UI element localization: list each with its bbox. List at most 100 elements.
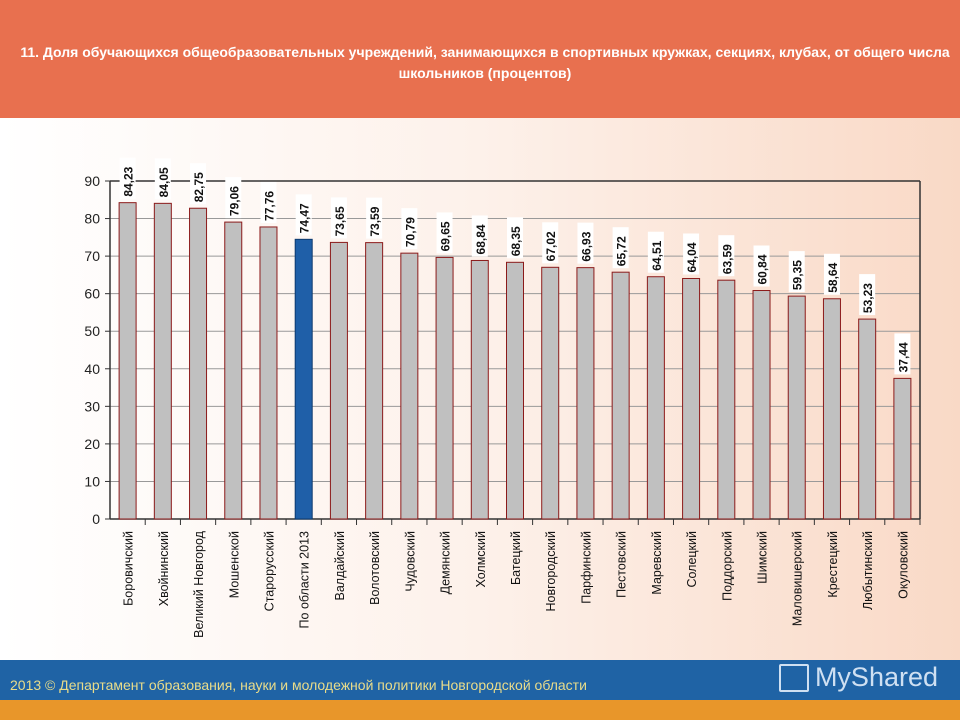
category-label: Батецкий xyxy=(509,531,523,585)
category-label: Демянский xyxy=(439,531,453,594)
value-label: 82,75 xyxy=(192,172,206,202)
bar xyxy=(435,256,454,520)
value-label: 37,44 xyxy=(896,342,910,372)
bar-chart: 0 10 20 30 40 50 60 70 80 90 84,23 Боровичский 84,05… xyxy=(84,157,921,638)
category-label: Великий Новгород xyxy=(192,530,206,638)
bottom-band xyxy=(0,700,960,720)
category-label: Шимский xyxy=(756,531,770,584)
bar xyxy=(118,202,137,520)
value-label-bg xyxy=(471,215,488,257)
value-label: 64,04 xyxy=(685,242,699,272)
bar xyxy=(506,261,524,520)
value-label: 69,65 xyxy=(439,221,453,251)
category-label: Окуловский xyxy=(896,531,910,599)
footer-copyright: 2013 © Департамент образования, науки и … xyxy=(10,677,587,693)
value-label: 84,05 xyxy=(157,167,171,197)
value-label-bg xyxy=(366,197,383,239)
category-label: Любытинский xyxy=(861,531,875,610)
value-label-bg xyxy=(295,194,312,236)
value-label-bg xyxy=(823,253,840,295)
slide-title: 11. Доля обучающихся общеобразовательных… xyxy=(20,44,950,81)
bar xyxy=(576,267,595,520)
value-label-bg xyxy=(718,235,735,277)
myshared-logo[interactable]: MyShared xyxy=(778,662,938,693)
value-label-bg xyxy=(401,208,418,250)
category-label: Новгородский xyxy=(544,531,558,611)
value-label-bg xyxy=(190,163,207,205)
value-label-bg xyxy=(647,231,664,273)
category-label: Поддорский xyxy=(720,531,734,601)
category-label: Чудовский xyxy=(403,531,417,592)
value-label-bg xyxy=(225,177,242,219)
footer-bar: 2013 © Департамент образования, науки и … xyxy=(0,660,960,700)
y-tick-label: 50 xyxy=(84,323,100,339)
category-label: Парфинский xyxy=(579,531,593,604)
category-label: Старорусский xyxy=(262,531,276,611)
value-label-bg xyxy=(260,181,277,223)
value-label: 66,93 xyxy=(579,231,593,261)
y-tick-label: 70 xyxy=(84,248,100,264)
category-label: Валдайский xyxy=(333,531,347,601)
category-label: Мошенской xyxy=(227,531,241,598)
value-label-bg xyxy=(330,197,347,239)
value-label: 70,79 xyxy=(403,217,417,247)
value-label-bg xyxy=(683,233,700,275)
y-tick-label: 30 xyxy=(84,398,100,414)
category-label: Маревский xyxy=(650,531,664,595)
bar xyxy=(682,277,701,520)
value-label: 84,23 xyxy=(122,166,136,196)
y-tick-label: 60 xyxy=(84,286,100,302)
value-label-bg xyxy=(753,245,770,287)
y-tick-label: 0 xyxy=(92,511,100,527)
bar xyxy=(470,259,489,520)
category-label: Пестовский xyxy=(615,531,629,598)
bar xyxy=(329,241,348,520)
value-label: 53,23 xyxy=(861,283,875,313)
bar xyxy=(646,276,665,520)
category-label: Волотовский xyxy=(368,531,382,605)
value-label: 73,65 xyxy=(333,206,347,236)
value-label-bg xyxy=(894,333,911,375)
bar xyxy=(787,295,806,520)
bar xyxy=(189,207,208,520)
bar xyxy=(822,298,841,520)
value-label: 77,76 xyxy=(262,191,276,221)
value-label: 74,47 xyxy=(298,203,312,233)
value-label-bg xyxy=(542,222,559,264)
value-label: 60,84 xyxy=(756,254,770,284)
value-label: 58,64 xyxy=(826,262,840,292)
value-label-bg xyxy=(859,274,876,316)
value-label-bg xyxy=(119,157,136,199)
value-label: 63,59 xyxy=(720,244,734,274)
value-label-bg xyxy=(507,217,523,259)
bar xyxy=(893,377,912,520)
value-label-bg xyxy=(612,227,629,269)
bar xyxy=(400,252,419,520)
category-label: Солецкий xyxy=(685,531,699,588)
logo-text: MyShared xyxy=(814,662,938,692)
category-label: Хвойнинский xyxy=(157,531,171,606)
value-label: 79,06 xyxy=(227,186,241,216)
bar xyxy=(611,271,630,520)
header-band: 11. Доля обучающихся общеобразовательных… xyxy=(0,0,960,118)
value-label-bg xyxy=(577,222,594,264)
category-label: Холмский xyxy=(474,531,488,587)
bar-highlight xyxy=(294,238,313,520)
y-tick-label: 20 xyxy=(84,436,100,452)
bar xyxy=(259,226,278,520)
y-tick-label: 90 xyxy=(84,173,100,189)
bar xyxy=(153,202,172,520)
value-label-bg xyxy=(436,212,453,254)
bar xyxy=(717,279,736,520)
bar xyxy=(858,318,877,520)
value-label: 67,02 xyxy=(544,231,558,261)
value-label: 65,72 xyxy=(615,236,629,266)
bar xyxy=(365,242,384,520)
bar xyxy=(752,290,771,520)
y-tick-label: 80 xyxy=(84,211,100,227)
value-label-bg xyxy=(154,158,171,200)
category-label: По области 2013 xyxy=(298,531,312,628)
category-label: Крестецкий xyxy=(826,531,840,598)
value-label: 59,35 xyxy=(791,260,805,290)
value-label: 73,59 xyxy=(368,206,382,236)
